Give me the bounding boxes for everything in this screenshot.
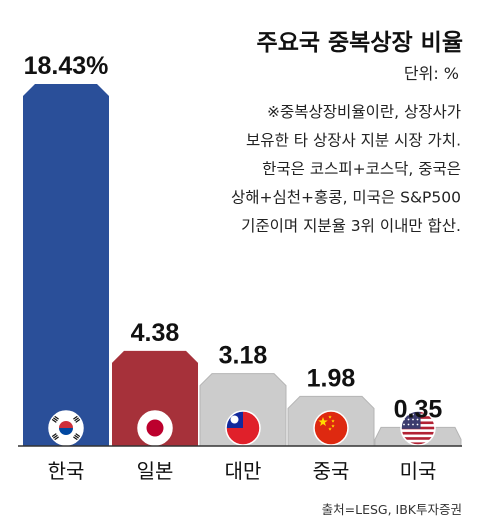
category-label: 한국 <box>48 459 85 483</box>
footnote-line: 기준이며 지분율 3위 이내만 합산. <box>241 217 461 235</box>
value-label: 1.98 <box>307 364 356 392</box>
value-label: 3.18 <box>219 342 268 370</box>
category-label: 대만 <box>225 459 262 483</box>
footnote-line: ※중복상장비율이란, 상장사가 <box>267 103 461 121</box>
japan-flag-icon <box>137 410 173 446</box>
footnote-line: 보유한 타 상장사 지분 시장 가치. <box>246 132 461 150</box>
bar-1 <box>23 84 109 446</box>
bar-2 <box>112 350 198 446</box>
footnote-line: 한국은 코스피+코스닥, 중국은 <box>262 160 461 178</box>
category-labels: 한국 일본 대만 중국 미국 <box>48 459 437 483</box>
category-label: 중국 <box>313 459 350 483</box>
footnote-line: 상해+심천+홍콩, 미국은 S&P500 <box>231 189 461 207</box>
chart-title: 주요국 중복상장 비율 <box>257 30 463 56</box>
taiwan-flag-icon <box>225 410 261 446</box>
bars <box>23 84 462 447</box>
value-label: 18.43% <box>24 52 109 80</box>
category-label: 미국 <box>400 459 437 483</box>
value-label: 0.35 <box>394 395 443 423</box>
korea-flag-icon <box>48 410 84 446</box>
bar-3 <box>200 373 286 446</box>
china-flag-icon <box>313 410 349 446</box>
usa-flag-icon <box>400 410 436 446</box>
source-label: 출처=LESG, IBK투자증권 <box>322 502 462 517</box>
value-labels: 18.43% 4.38 3.18 1.98 0.35 <box>24 52 443 423</box>
category-label: 일본 <box>137 459 174 483</box>
unit-label: 단위: % <box>404 64 459 83</box>
value-label: 4.38 <box>131 319 180 347</box>
